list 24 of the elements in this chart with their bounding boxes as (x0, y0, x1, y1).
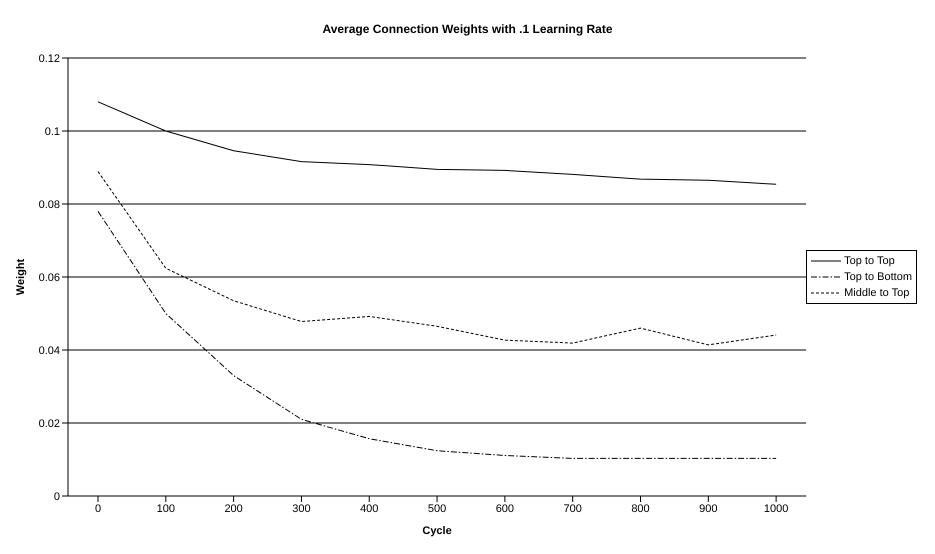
x-tick-label: 200 (224, 502, 243, 515)
y-tick-label: 0.06 (38, 272, 60, 284)
y-tick-label: 0.12 (38, 53, 60, 65)
y-axis-title: Weight (14, 258, 27, 296)
x-tick-label: 1000 (764, 502, 788, 515)
x-tick-label: 400 (360, 502, 378, 515)
x-axis-title: Cycle (422, 525, 452, 537)
x-tick-label: 0 (94, 502, 102, 515)
chart-title: Average Connection Weights with .1 Learning Rate (321, 22, 614, 36)
legend-label: Top to Top (844, 255, 895, 267)
y-tick-label: 0.02 (38, 418, 60, 430)
legend-label: Top to Bottom (844, 271, 912, 283)
x-tick-label: 800 (631, 502, 650, 515)
y-tick-label: 0 (54, 491, 60, 503)
x-tick-label: 900 (699, 502, 718, 515)
y-tick-label: 0.1 (44, 126, 60, 138)
x-tick-label: 500 (428, 502, 446, 515)
x-tick-label: 100 (156, 502, 175, 515)
legend-label: Middle to Top (844, 287, 910, 299)
y-tick-label: 0.04 (38, 345, 60, 357)
x-tick-label: 700 (564, 502, 582, 515)
y-tick-label: 0.08 (38, 199, 60, 211)
x-tick-label: 300 (292, 502, 311, 515)
x-tick-label: 600 (496, 502, 514, 515)
